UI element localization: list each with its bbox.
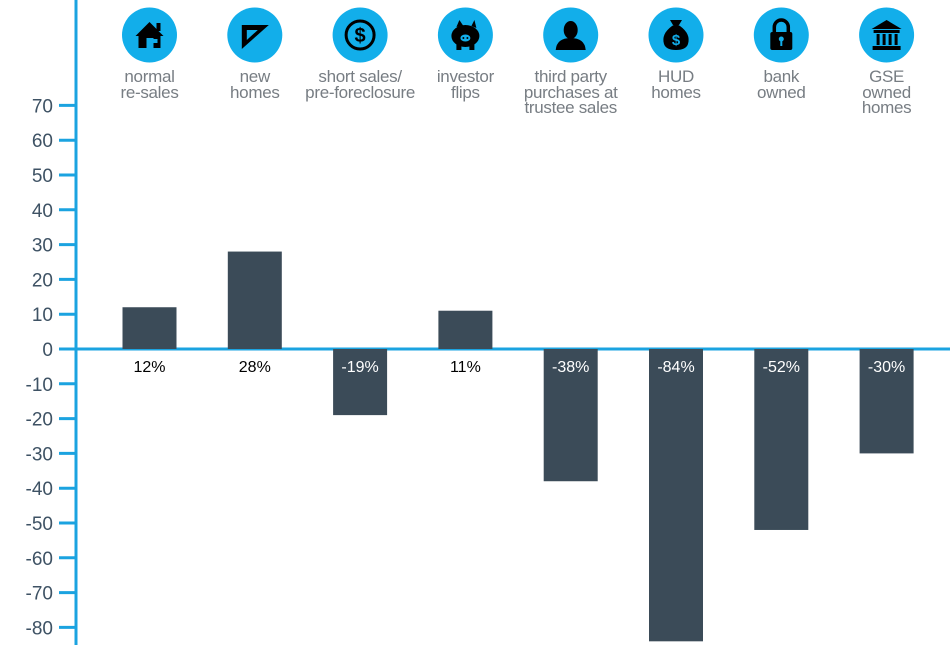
category-label-line: owned — [756, 82, 806, 102]
y-tick-label: -10 — [26, 375, 53, 396]
bar — [649, 349, 703, 642]
category-label-line: homes — [651, 82, 701, 102]
category-label: short sales/pre-foreclosure — [295, 67, 425, 102]
category-label-line: GSE — [869, 67, 905, 86]
y-tick-label: 20 — [32, 270, 53, 291]
category-label-line: new — [239, 67, 271, 86]
dollar-coin-icon: $ — [332, 7, 388, 63]
data-label: 12% — [133, 359, 165, 376]
category-label-line: trustee sales — [524, 98, 617, 117]
category-label-line: HUD — [658, 67, 694, 86]
svg-text:$: $ — [355, 25, 366, 47]
bar — [754, 349, 809, 530]
category-label: bank owned — [716, 67, 846, 102]
bar — [333, 349, 388, 416]
y-tick-label: 50 — [32, 166, 53, 187]
bank-building-icon — [859, 7, 915, 63]
y-tick-label: -80 — [26, 618, 53, 639]
category-label-line: re-sales — [120, 82, 179, 102]
y-tick-label: 10 — [32, 305, 53, 326]
bar — [543, 349, 598, 482]
data-label: -30% — [868, 359, 905, 376]
category-label-line: homes — [861, 98, 912, 117]
y-tick-label: -50 — [26, 514, 53, 535]
bar — [122, 307, 177, 349]
category-label-line: normal — [124, 67, 175, 86]
y-tick-label: 70 — [32, 96, 53, 117]
data-label: -52% — [763, 359, 800, 376]
category-label-line: pre-foreclosure — [305, 82, 415, 102]
y-tick-label: -20 — [26, 410, 53, 431]
category-label-line: flips — [451, 82, 480, 102]
category-label-line: third party — [534, 67, 608, 86]
y-tick-label: 60 — [32, 131, 53, 152]
y-tick-label: -30 — [26, 444, 53, 465]
padlock-icon — [753, 7, 809, 63]
money-bag-icon: $ — [648, 7, 704, 63]
data-label: -38% — [552, 359, 589, 376]
data-label: 11% — [450, 359, 481, 376]
y-tick-label: 40 — [32, 201, 53, 222]
set-square-icon — [227, 7, 283, 63]
y-tick-label: 30 — [32, 236, 53, 257]
piggy-bank-icon — [437, 7, 493, 63]
category-label: third party purchases at trustee sales — [506, 67, 636, 117]
svg-text:$: $ — [672, 32, 681, 49]
data-label: -84% — [657, 359, 694, 376]
category-label-line: bank — [763, 67, 800, 86]
category-label: HUD homes — [611, 67, 741, 102]
y-tick-label: -60 — [26, 549, 53, 570]
category-label-line: short sales/ — [318, 67, 402, 86]
bar — [859, 349, 914, 454]
bar — [227, 251, 282, 349]
category-label-line: purchases at — [523, 82, 618, 102]
category-label-line: owned — [862, 82, 911, 102]
category-label-line: homes — [230, 82, 280, 102]
y-tick-label: -70 — [26, 584, 53, 605]
bar — [438, 310, 493, 349]
house-icon — [122, 7, 177, 63]
category-label: GSE owned homes — [822, 67, 950, 117]
category-label: investor flips — [400, 67, 530, 102]
category-label-line: investor — [436, 67, 494, 86]
person-icon — [543, 7, 599, 63]
data-label: -19% — [341, 359, 378, 376]
y-tick-label: 0 — [42, 340, 53, 361]
category-label: new homes — [190, 67, 320, 102]
y-tick-label: -40 — [26, 479, 53, 500]
data-label: 28% — [239, 359, 271, 376]
category-label: normal re-sales — [85, 67, 215, 102]
